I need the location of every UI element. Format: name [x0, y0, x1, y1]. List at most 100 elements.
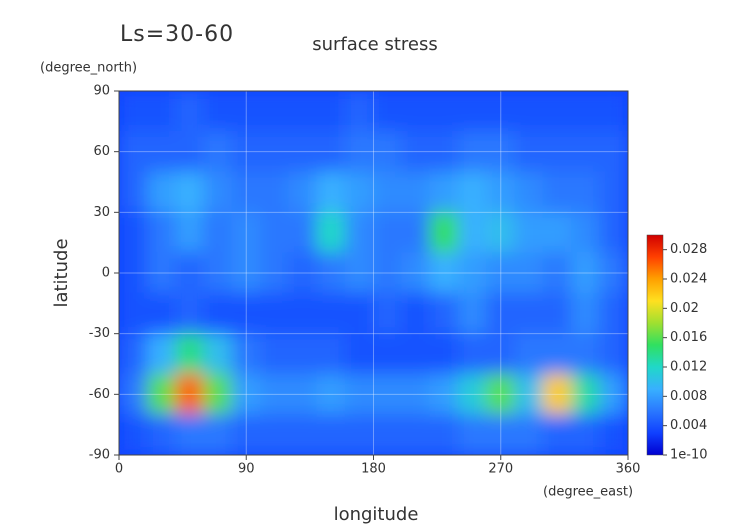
cell [599, 91, 628, 132]
cell [599, 373, 628, 416]
cell [429, 333, 459, 375]
y-tick-label: 0 [102, 266, 110, 281]
cell [514, 91, 544, 132]
colorbar-tick-label: 0.02 [670, 301, 699, 316]
cell [344, 292, 374, 335]
cell [203, 414, 233, 455]
cell [542, 171, 572, 213]
x-tick-label: 360 [616, 462, 641, 477]
cell [231, 292, 261, 335]
cell [457, 252, 488, 294]
cell [429, 171, 459, 213]
cell [316, 333, 346, 375]
cell [288, 292, 318, 335]
cell [599, 130, 628, 173]
field-cells [119, 91, 628, 455]
cell [429, 414, 459, 455]
cell [316, 414, 346, 455]
cell [288, 373, 318, 416]
cell [203, 91, 233, 132]
colorbar-tick-label: 0.012 [670, 360, 707, 375]
cell [486, 414, 516, 455]
cell [344, 414, 374, 455]
cell [457, 292, 488, 335]
cell [175, 373, 205, 416]
cell [429, 91, 459, 132]
cell [288, 171, 318, 213]
cell [570, 373, 601, 416]
cell [429, 292, 459, 335]
y-unit: (degree_north) [40, 61, 137, 76]
cell [316, 211, 346, 254]
x-tick-label: 270 [488, 462, 513, 477]
cell [316, 373, 346, 416]
colorbar-tick-label: 0.028 [670, 242, 707, 257]
colorbar-tick-label: 1e-10 [670, 448, 708, 463]
cell [401, 292, 431, 335]
y-tick-label: 60 [93, 144, 110, 159]
subtitle: Ls=30-60 [120, 22, 234, 47]
cell [344, 91, 374, 132]
cell [486, 373, 516, 416]
cell [542, 252, 572, 294]
cell [288, 252, 318, 294]
cell [288, 130, 318, 173]
cell [542, 91, 572, 132]
cell [514, 333, 544, 375]
cell [344, 130, 374, 173]
cell [288, 211, 318, 254]
cell [457, 333, 488, 375]
cell [175, 414, 205, 455]
cell [514, 130, 544, 173]
cell [175, 211, 205, 254]
x-tick-label: 180 [361, 462, 386, 477]
cell [457, 171, 488, 213]
cell [486, 211, 516, 254]
cell [175, 292, 205, 335]
cell [373, 373, 403, 416]
cell [429, 252, 459, 294]
cell [288, 414, 318, 455]
cell [514, 414, 544, 455]
cell [231, 130, 261, 173]
cell [203, 211, 233, 254]
cell [599, 211, 628, 254]
cell [231, 171, 261, 213]
cell [373, 252, 403, 294]
cell [119, 91, 148, 132]
cell [542, 333, 572, 375]
cell [514, 171, 544, 213]
cell [175, 171, 205, 213]
cell [457, 414, 488, 455]
cell [175, 130, 205, 173]
cell [119, 252, 148, 294]
cell [486, 171, 516, 213]
cell [429, 373, 459, 416]
cell [542, 414, 572, 455]
cell [175, 252, 205, 294]
cell [231, 252, 261, 294]
x-tick-label: 0 [115, 462, 123, 477]
cell [146, 252, 177, 294]
y-axis-label: latitude [51, 238, 72, 307]
cell [457, 130, 488, 173]
cell [259, 211, 290, 254]
cell [373, 171, 403, 213]
x-unit: (degree_east) [543, 485, 633, 500]
cell [119, 211, 148, 254]
cell [146, 130, 177, 173]
cell [599, 333, 628, 375]
cell [146, 333, 177, 375]
cell [570, 252, 601, 294]
cell [599, 292, 628, 335]
cell [401, 333, 431, 375]
cell [486, 333, 516, 375]
cell [344, 373, 374, 416]
cell [486, 292, 516, 335]
cell [146, 292, 177, 335]
cell [203, 130, 233, 173]
cell [119, 292, 148, 335]
cell [514, 292, 544, 335]
cell [373, 211, 403, 254]
cell [146, 414, 177, 455]
